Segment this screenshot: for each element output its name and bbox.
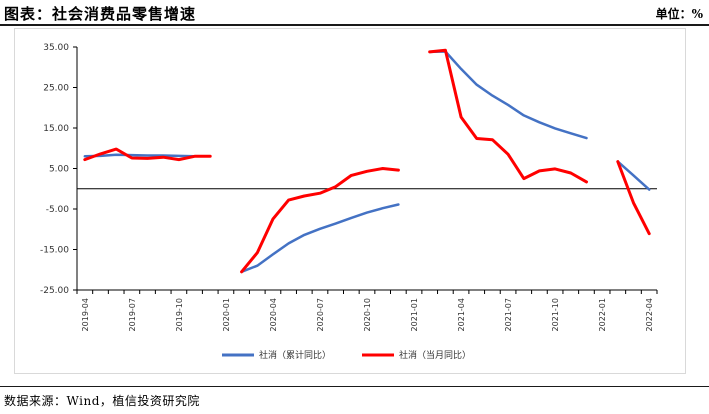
x-tick-label: 2020-10 <box>363 298 372 331</box>
x-tick-label: 2020-01 <box>222 298 231 331</box>
x-tick-label: 2021-01 <box>410 298 419 331</box>
y-tick-label: 15.00 <box>43 124 69 134</box>
x-tick-label: 2021-07 <box>504 298 513 331</box>
chart-frame <box>14 28 686 374</box>
x-tick-label: 2019-10 <box>175 298 184 331</box>
legend-label: 社消（当月同比） <box>399 349 471 361</box>
series-line-cumulative <box>83 50 651 274</box>
source-note: 数据来源：Wind，植信投资研究院 <box>4 394 200 408</box>
x-tick-label: 2020-04 <box>269 298 278 331</box>
x-tick-label: 2020-07 <box>316 298 325 331</box>
y-tick-label: 25.00 <box>43 84 69 94</box>
x-tick-label: 2022-04 <box>645 298 654 331</box>
x-tick-label: 2022-01 <box>598 298 607 331</box>
x-tick-label: 2019-07 <box>128 298 137 331</box>
bottom-rule <box>0 386 709 387</box>
header: 图表：社会消费品零售增速 单位：% <box>0 0 709 24</box>
y-tick-label: 5.00 <box>49 165 69 175</box>
x-tick-label: 2021-04 <box>457 298 466 331</box>
x-tick-label: 2019-04 <box>81 298 90 331</box>
y-tick-label: -5.00 <box>46 205 70 215</box>
legend-label: 社消（累计同比） <box>259 349 331 361</box>
page-title: 图表：社会消费品零售增速 <box>4 5 197 23</box>
x-tick-label: 2021-10 <box>551 298 560 331</box>
top-rule <box>0 24 709 26</box>
chart: 35.00 25.00 15.00 5.00 -5.00 -15.00 -25.00 2019… <box>40 43 658 361</box>
unit-label: 单位：% <box>655 7 703 21</box>
series-line-monthly <box>83 48 651 274</box>
y-tick-label: -25.00 <box>40 286 69 296</box>
y-tick-label: -15.00 <box>40 246 69 256</box>
y-tick-label: 35.00 <box>43 43 69 53</box>
